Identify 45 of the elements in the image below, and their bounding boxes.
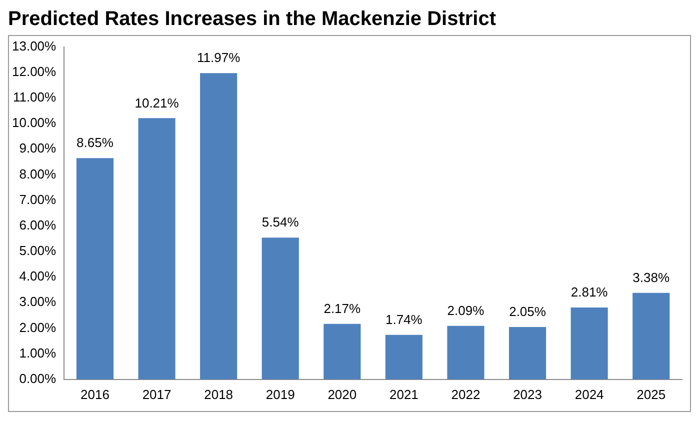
y-tick-label: 0.00% bbox=[19, 370, 57, 386]
data-label: 2.05% bbox=[509, 304, 546, 320]
y-tick-label: 7.00% bbox=[19, 192, 57, 207]
x-tick-label: 2023 bbox=[513, 386, 542, 402]
data-label: 11.97% bbox=[197, 50, 241, 66]
x-tick-label: 2022 bbox=[451, 386, 480, 402]
y-tick-label: 6.00% bbox=[19, 217, 57, 232]
bar bbox=[76, 158, 114, 380]
x-tick-label: 2020 bbox=[328, 386, 357, 402]
y-tick-label: 8.00% bbox=[19, 166, 57, 182]
data-label: 3.38% bbox=[632, 270, 670, 285]
bar bbox=[570, 308, 608, 380]
bar bbox=[447, 326, 484, 380]
y-tick-label: 3.00% bbox=[19, 294, 57, 310]
x-tick-label: 2018 bbox=[204, 386, 234, 402]
bar bbox=[508, 326, 546, 380]
y-tick-label: 13.00% bbox=[12, 38, 57, 54]
bar bbox=[200, 73, 238, 380]
x-tick-label: 2017 bbox=[142, 386, 172, 402]
y-tick-label: 1.00% bbox=[19, 345, 57, 360]
x-tick-label: 2016 bbox=[80, 386, 110, 402]
data-label: 1.74% bbox=[386, 312, 423, 327]
y-tick-label: 11.00% bbox=[12, 90, 57, 105]
y-tick-label: 5.00% bbox=[19, 243, 57, 258]
bar bbox=[262, 238, 299, 380]
x-tick-label: 2024 bbox=[574, 386, 604, 402]
x-tick-label: 2025 bbox=[636, 386, 666, 402]
data-label: 2.17% bbox=[324, 300, 362, 316]
y-tick-label: 12.00% bbox=[12, 64, 57, 79]
bar bbox=[324, 324, 361, 380]
data-label: 2.09% bbox=[447, 303, 485, 318]
y-tick-label: 4.00% bbox=[19, 268, 57, 284]
bar bbox=[632, 292, 670, 380]
y-tick-label: 9.00% bbox=[19, 140, 57, 156]
x-tick-label: 2019 bbox=[266, 386, 295, 402]
data-label: 8.65% bbox=[76, 135, 114, 150]
bar bbox=[138, 118, 176, 380]
x-tick-label: 2021 bbox=[389, 386, 418, 402]
y-tick-label: 10.00% bbox=[12, 115, 57, 130]
data-label: 10.21% bbox=[134, 95, 180, 110]
bar bbox=[385, 334, 422, 380]
data-label: 2.81% bbox=[570, 284, 608, 300]
y-tick-label: 2.00% bbox=[19, 320, 57, 335]
data-label: 5.54% bbox=[262, 214, 300, 230]
chart-title: Predicted Rates Increases in the Mackenzie District bbox=[8, 8, 497, 31]
